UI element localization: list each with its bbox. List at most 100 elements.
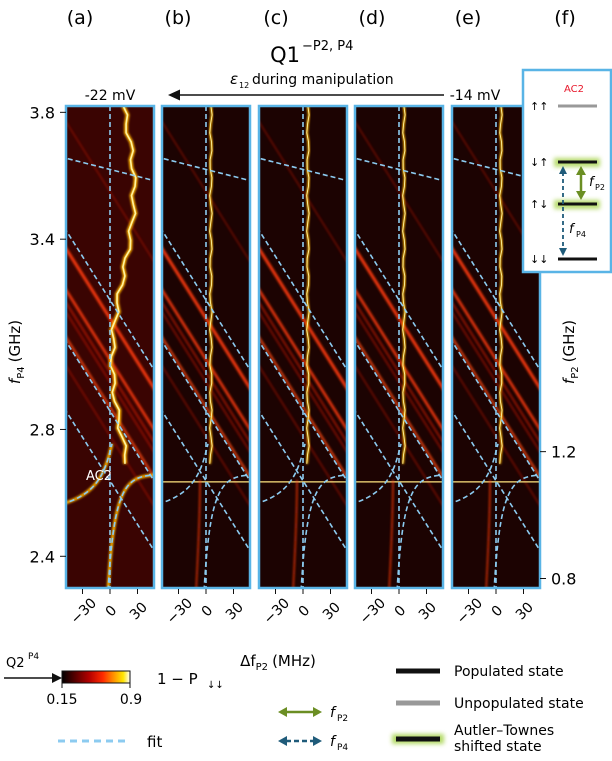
resonance-band bbox=[162, 335, 250, 480]
right-y-unit: (GHz) bbox=[560, 320, 578, 362]
resonance-band bbox=[355, 120, 443, 263]
fit-line-diagonal bbox=[259, 228, 347, 372]
resonance-band bbox=[452, 335, 540, 480]
detuning-subscript: 12 bbox=[239, 81, 249, 90]
x-tick-label: 0 bbox=[103, 603, 121, 621]
left-y-sub: P4 bbox=[16, 366, 27, 378]
vertical-resonance-core bbox=[306, 106, 310, 464]
vertical-resonance-core bbox=[109, 106, 137, 464]
x-tick-label: 30 bbox=[223, 599, 247, 623]
resonance-band bbox=[355, 287, 443, 433]
arrow-label-sup: P4 bbox=[28, 652, 39, 662]
x-tick-label: 0 bbox=[296, 603, 314, 621]
inset-fp2-symbol: f bbox=[589, 175, 596, 190]
fit-line-anticrossing-upper bbox=[162, 443, 209, 504]
chart-title-superscript: −P2, P4 bbox=[302, 39, 353, 54]
legend-fp4-head-left bbox=[278, 736, 287, 746]
arrow-label: Q2 bbox=[6, 656, 25, 671]
inset-fp4-sub: P4 bbox=[576, 230, 586, 239]
left-y-symbol: f bbox=[6, 376, 24, 384]
state-dd-label: ↓↓ bbox=[530, 253, 548, 266]
panel-content-b bbox=[162, 106, 250, 588]
fit-line-top bbox=[66, 157, 154, 182]
x-tick-label: −30 bbox=[454, 595, 486, 627]
inset-fp2-sub: P2 bbox=[595, 183, 605, 192]
panel-label-e: (e) bbox=[455, 7, 482, 29]
vertical-resonance-core bbox=[209, 106, 213, 464]
state-uu-label: ↑↑ bbox=[530, 100, 548, 113]
left-y-tick-label: 3.8 bbox=[30, 103, 55, 122]
detuning-arrow-head bbox=[168, 89, 180, 101]
fit-line-anticrossing-upper bbox=[355, 443, 402, 504]
heatmap-panel-b bbox=[160, 104, 252, 590]
voltage-left: -22 mV bbox=[85, 88, 136, 104]
fit-line-anticrossing-upper bbox=[452, 443, 499, 504]
legend-fp4-symbol: f bbox=[330, 734, 337, 750]
fit-line-diagonal bbox=[66, 339, 154, 483]
fit-line-diagonal bbox=[452, 228, 540, 372]
fit-line-top bbox=[355, 157, 443, 182]
resonance-band bbox=[162, 120, 250, 263]
x-tick-label: −30 bbox=[357, 595, 389, 627]
x-tick-label: 0 bbox=[392, 603, 410, 621]
chart-title: Q1 bbox=[270, 43, 300, 67]
panel-frame-a bbox=[64, 104, 156, 590]
panel-content-e bbox=[452, 106, 540, 588]
fp2-arrow-up bbox=[576, 166, 586, 175]
legend-autler-label-2: shifted state bbox=[454, 739, 542, 755]
anticrossing-lower-branch bbox=[388, 479, 394, 588]
fit-line-diagonal bbox=[162, 339, 250, 483]
panel-frame-e bbox=[450, 104, 542, 590]
q2-arrow-head bbox=[52, 673, 62, 683]
left-y-tick-label: 2.4 bbox=[30, 547, 55, 566]
anticrossing-lower-branch bbox=[485, 479, 491, 588]
legend-fp2-head-right bbox=[313, 707, 322, 717]
resonance-band bbox=[452, 287, 540, 433]
x-tick-label: 0 bbox=[199, 603, 217, 621]
colorbar-max-label: 0.9 bbox=[120, 692, 142, 708]
heatmap-panels: AC2 bbox=[64, 104, 542, 590]
resonance-band bbox=[355, 335, 443, 480]
resonance-band bbox=[162, 287, 250, 433]
fit-line-diagonal bbox=[66, 409, 154, 553]
fit-line-diagonal bbox=[452, 409, 540, 553]
panel-label-b: (b) bbox=[165, 7, 192, 29]
x-axis-label: ΔfP2 (MHz) bbox=[240, 652, 316, 673]
fit-line-anticrossing-lower bbox=[300, 474, 347, 588]
legend: fit f P2 f P4 Populated state Unpopulate… bbox=[58, 664, 584, 755]
colorbar-min-label: 0.15 bbox=[46, 692, 77, 708]
panel-content-d bbox=[355, 106, 443, 588]
x-sub: P2 bbox=[256, 662, 268, 673]
right-y-axis-label: fP2 (GHz) bbox=[560, 320, 581, 384]
fit-line-diagonal bbox=[162, 228, 250, 372]
panel-frame-b bbox=[160, 104, 252, 590]
heatmap-panel-a bbox=[64, 104, 156, 590]
fit-line-diagonal bbox=[452, 339, 540, 483]
right-y-tick-label: 1.2 bbox=[551, 443, 576, 462]
right-y-sub: P2 bbox=[570, 366, 581, 378]
legend-fp2-head-left bbox=[278, 707, 287, 717]
resonance-band bbox=[66, 120, 154, 263]
fit-line-diagonal bbox=[259, 409, 347, 553]
legend-fp2-sub: P2 bbox=[337, 714, 348, 724]
legend-fp4-sub: P4 bbox=[337, 743, 348, 753]
fit-line-top bbox=[452, 157, 540, 182]
fit-line-anticrossing-lower bbox=[493, 474, 540, 588]
inset-frame bbox=[521, 68, 612, 274]
legend-fit-label: fit bbox=[147, 733, 162, 751]
x-symbol: Δf bbox=[240, 652, 256, 670]
fit-line-anticrossing-upper bbox=[66, 443, 113, 504]
anticrossing-label: AC2 bbox=[86, 469, 112, 484]
left-y-unit: (GHz) bbox=[6, 320, 24, 362]
x-tick-label: 30 bbox=[127, 599, 151, 623]
panel-content-c bbox=[259, 106, 347, 588]
panel-label-a: (a) bbox=[67, 7, 93, 29]
fit-line-anticrossing-lower bbox=[203, 474, 250, 588]
anticrossing-lower-branch bbox=[292, 479, 298, 588]
panel-frame-d bbox=[353, 104, 445, 590]
fp4-arrow-down bbox=[559, 248, 567, 256]
inset-fp4-symbol: f bbox=[569, 222, 576, 237]
panel-content-a bbox=[66, 106, 154, 588]
x-tick-label: 30 bbox=[513, 599, 537, 623]
